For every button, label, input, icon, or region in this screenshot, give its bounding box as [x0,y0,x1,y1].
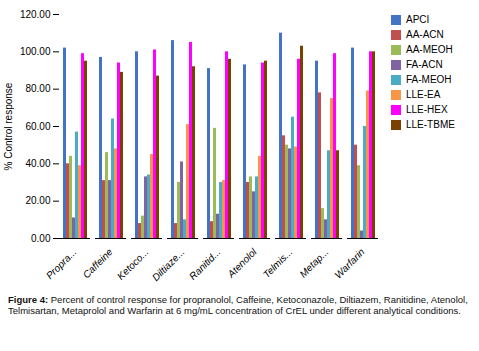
html-text:AA-MEOH: AA-MEOH [406,44,453,55]
svg-text:80.00: 80.00 [25,83,50,94]
svg-text:Propra...: Propra... [44,246,79,281]
html-text:AA-ACN: AA-ACN [406,29,444,40]
svg-text:Diltiaze...: Diltiaze... [150,246,187,283]
svg-text:% Control response: % Control response [3,82,14,170]
svg-text:Telmis...: Telmis... [261,246,295,280]
svg-text:20.00: 20.00 [25,195,50,206]
svg-text:40.00: 40.00 [25,158,50,169]
svg-text:Atenolol: Atenolol [225,246,260,281]
html-text:LLE-TBME: LLE-TBME [406,119,455,130]
html-text:LLE-EA: LLE-EA [406,89,441,100]
svg-text:Caffeine: Caffeine [81,246,115,280]
svg-text:100.00: 100.00 [20,46,51,57]
svg-text:Ketoco...: Ketoco... [115,246,151,282]
svg-text:Ranitid...: Ranitid... [187,246,223,282]
svg-text:Warfarin: Warfarin [332,246,367,281]
svg-text:60.00: 60.00 [25,121,50,132]
html-text:FA-ACN: FA-ACN [406,59,443,70]
svg-text:Metap...: Metap... [297,246,330,279]
html-text:FA-MEOH: FA-MEOH [406,74,452,85]
html-text:APCI: APCI [406,14,430,25]
html-text:Figure 4: Percent of control r: Figure 4: Percent of control response fo… [8,294,468,317]
html-text:LLE-HEX: LLE-HEX [406,104,448,115]
svg-text:0.00: 0.00 [31,233,51,244]
svg-text:120.00: 120.00 [20,9,51,20]
